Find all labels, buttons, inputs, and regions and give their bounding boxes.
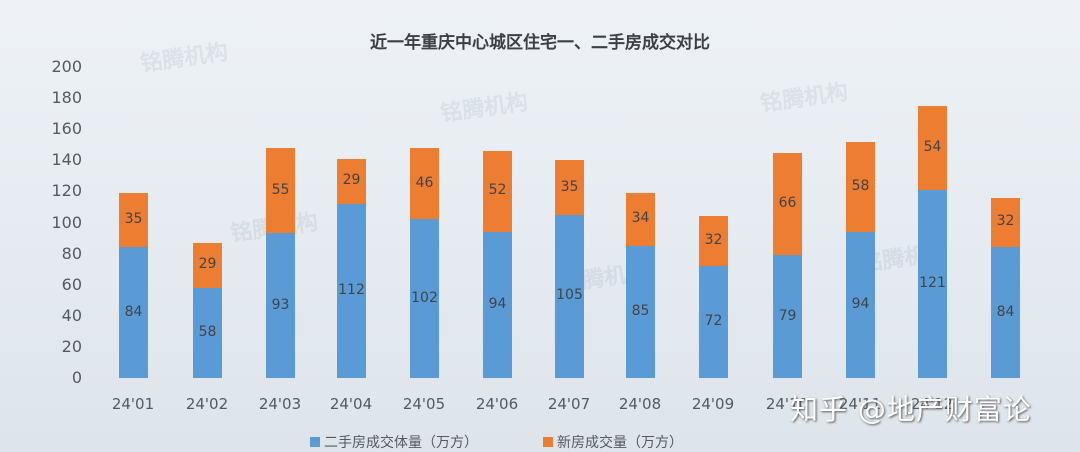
data-label: 32 — [996, 213, 1015, 230]
zhihu-watermark: 知乎 @地产财富论 — [790, 393, 1032, 426]
data-label: 72 — [704, 312, 723, 329]
bar-segment-secondhand: 58 — [193, 287, 222, 378]
data-label: 55 — [271, 181, 290, 198]
y-tick-label: 100 — [51, 212, 82, 232]
data-label: 121 — [919, 274, 946, 291]
chart-title: 近一年重庆中心城区住宅一、二手房成交对比 — [370, 33, 710, 53]
stacked-bar: 46 102 — [410, 147, 439, 378]
data-label: 34 — [631, 210, 650, 227]
data-label: 66 — [778, 194, 797, 211]
y-tick-label: 120 — [51, 181, 82, 201]
legend-swatch-orange — [543, 437, 553, 447]
stacked-bar: 66 79 — [773, 152, 802, 378]
legend-item-secondhand: 二手房成交体量（万方） — [310, 432, 478, 452]
bar-segment-secondhand: 94 — [846, 231, 875, 378]
stacked-bar: 32 84 — [991, 197, 1020, 378]
data-label: 112 — [338, 281, 365, 298]
data-label: 79 — [778, 307, 797, 324]
data-label: 93 — [271, 296, 290, 313]
bar-segment-new: 29 — [337, 158, 366, 204]
x-tick-label: 24'05 — [402, 395, 446, 413]
data-label: 29 — [342, 172, 361, 189]
data-label: 84 — [124, 303, 143, 320]
stacked-bar: 32 72 — [699, 216, 728, 378]
bar-segment-new: 35 — [555, 160, 584, 215]
stacked-bar: 58 94 — [846, 141, 875, 378]
bar-segment-new: 32 — [991, 197, 1020, 248]
data-label: 58 — [198, 323, 217, 340]
bar-segment-new: 29 — [193, 242, 222, 288]
stacked-bar: 35 84 — [119, 192, 148, 378]
y-tick-label: 20 — [61, 336, 82, 356]
data-label: 85 — [631, 302, 650, 319]
x-tick-label: 24'01 — [111, 395, 155, 413]
y-tick-label: 40 — [61, 305, 82, 325]
y-tick-label: 60 — [61, 274, 82, 294]
bar-segment-secondhand: 72 — [699, 266, 728, 378]
data-label: 35 — [124, 211, 143, 228]
bar-segment-new: 54 — [918, 105, 947, 190]
y-tick-label: 160 — [51, 119, 82, 139]
x-tick-label: 24'02 — [185, 395, 229, 413]
bar-segment-secondhand: 121 — [918, 189, 947, 378]
data-label: 58 — [851, 177, 870, 194]
stacked-bar: 55 93 — [266, 147, 295, 378]
legend-label: 新房成交量（万方） — [557, 435, 683, 451]
bar-segment-new: 34 — [626, 192, 655, 246]
bar-segment-new: 35 — [119, 192, 148, 248]
bar-segment-secondhand: 93 — [266, 233, 295, 378]
x-tick-label: 24'12 — [910, 395, 954, 413]
y-tick-label: 140 — [51, 150, 82, 170]
y-tick-label: 0 — [71, 368, 82, 387]
bar-segment-secondhand: 85 — [626, 245, 655, 378]
bar-segment-secondhand: 112 — [337, 203, 366, 378]
ghost-watermark: 铭腾机构 — [759, 79, 850, 117]
bar-segment-new: 55 — [266, 147, 295, 234]
data-label: 46 — [415, 174, 434, 191]
bar-segment-new: 46 — [410, 147, 439, 220]
bar-segment-new: 52 — [483, 150, 512, 232]
data-label: 52 — [488, 182, 507, 199]
bar-segment-new: 32 — [699, 216, 728, 267]
bar-segment-new: 58 — [846, 141, 875, 232]
x-tick-label: 24'10 — [765, 395, 809, 413]
data-label: 94 — [488, 295, 507, 312]
bar-segment-secondhand: 94 — [483, 231, 512, 378]
legend-label: 二手房成交体量（万方） — [324, 435, 478, 451]
bar-segment-secondhand: 79 — [773, 255, 802, 378]
data-label: 102 — [411, 289, 438, 306]
x-tick-label: 24'07 — [547, 395, 591, 413]
x-tick-label: 24'09 — [691, 395, 735, 413]
x-tick-label: 24'04 — [329, 395, 373, 413]
stacked-bar: 29 58 — [193, 242, 222, 378]
x-tick-label: 24'08 — [618, 395, 662, 413]
data-label: 105 — [556, 287, 583, 304]
data-label: 54 — [923, 138, 942, 155]
bar-segment-secondhand: 105 — [555, 214, 584, 378]
bar-segment-secondhand: 102 — [410, 219, 439, 378]
bar-segment-secondhand: 84 — [119, 247, 148, 378]
data-label: 29 — [198, 256, 217, 273]
data-label: 84 — [996, 303, 1015, 320]
y-tick-label: 80 — [61, 243, 82, 263]
bar-segment-secondhand: 84 — [991, 247, 1020, 378]
stacked-bar: 34 85 — [626, 192, 655, 378]
x-tick-label: 24'11 — [838, 395, 882, 413]
ghost-watermark: 铭腾机构 — [439, 89, 530, 127]
stacked-bar: 54 121 — [918, 105, 947, 378]
stacked-bar: 52 94 — [483, 150, 512, 378]
data-label: 35 — [560, 178, 579, 195]
x-tick-label: 24'06 — [475, 395, 519, 413]
legend-swatch-blue — [310, 437, 320, 447]
x-tick-label: 24'03 — [258, 395, 302, 413]
bar-segment-new: 66 — [773, 152, 802, 256]
y-tick-label: 200 — [51, 57, 82, 76]
legend-item-new: 新房成交量（万方） — [543, 432, 683, 452]
y-tick-label: 180 — [51, 88, 82, 108]
data-label: 32 — [704, 232, 723, 249]
stacked-bar: 29 112 — [337, 158, 366, 378]
data-label: 94 — [851, 295, 870, 312]
stacked-bar: 35 105 — [555, 160, 584, 378]
